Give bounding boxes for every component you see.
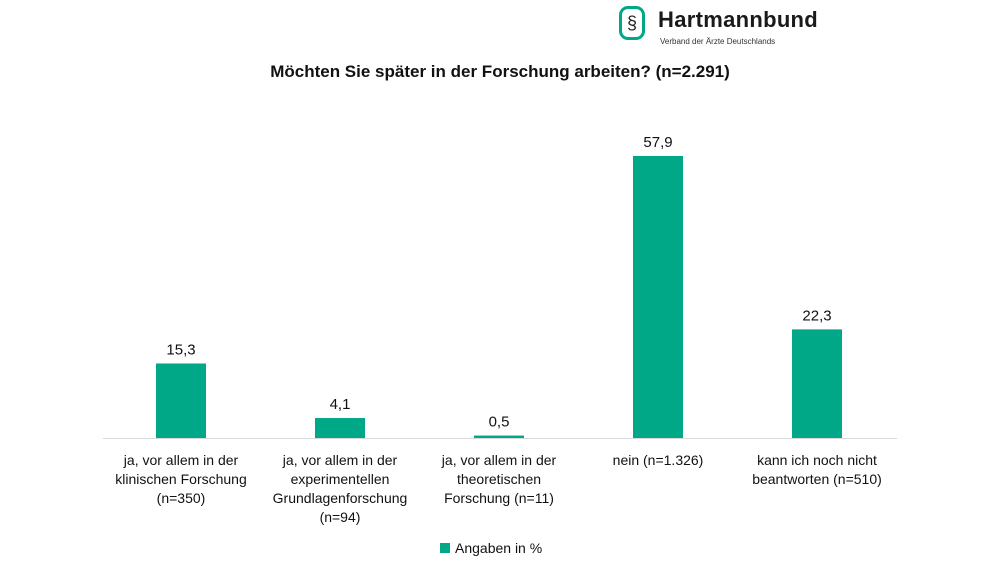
category-label: klinischen Forschung <box>115 471 247 487</box>
category-label: ja, vor allem in der <box>123 452 239 468</box>
bar <box>315 418 365 438</box>
caduceus-icon: § <box>619 6 645 40</box>
category-label: (n=350) <box>157 490 206 506</box>
category-label: nein (n=1.326) <box>613 452 704 468</box>
category-label: experimentellen <box>291 471 390 487</box>
bar <box>474 435 524 438</box>
category-label: theoretischen <box>457 471 541 487</box>
legend-label: Angaben in % <box>455 540 543 556</box>
category-label: ja, vor allem in der <box>282 452 398 468</box>
logo-name: Hartmannbund <box>658 7 819 32</box>
hartmannbund-logo: § Hartmannbund Verband der Ärzte Deutsch… <box>618 4 828 48</box>
category-label: kann ich noch nicht <box>757 452 877 468</box>
legend: Angaben in % <box>440 540 542 556</box>
category-label: Forschung (n=11) <box>444 490 554 506</box>
legend-swatch <box>440 543 450 553</box>
bar <box>156 363 206 438</box>
value-label: 4,1 <box>330 396 351 413</box>
category-label: Grundlagenforschung <box>273 490 408 506</box>
bar <box>633 156 683 438</box>
value-label: 22,3 <box>802 307 831 324</box>
value-label: 57,9 <box>643 134 672 151</box>
category-label: ja, vor allem in der <box>441 452 557 468</box>
value-label: 0,5 <box>489 414 510 431</box>
bar <box>792 329 842 438</box>
logo-subtitle: Verband der Ärzte Deutschlands <box>660 37 776 46</box>
chart-title: Möchten Sie später in der Forschung arbe… <box>270 62 730 81</box>
category-label: beantworten (n=510) <box>752 471 882 487</box>
category-label: (n=94) <box>320 509 361 525</box>
value-label: 15,3 <box>166 341 195 358</box>
